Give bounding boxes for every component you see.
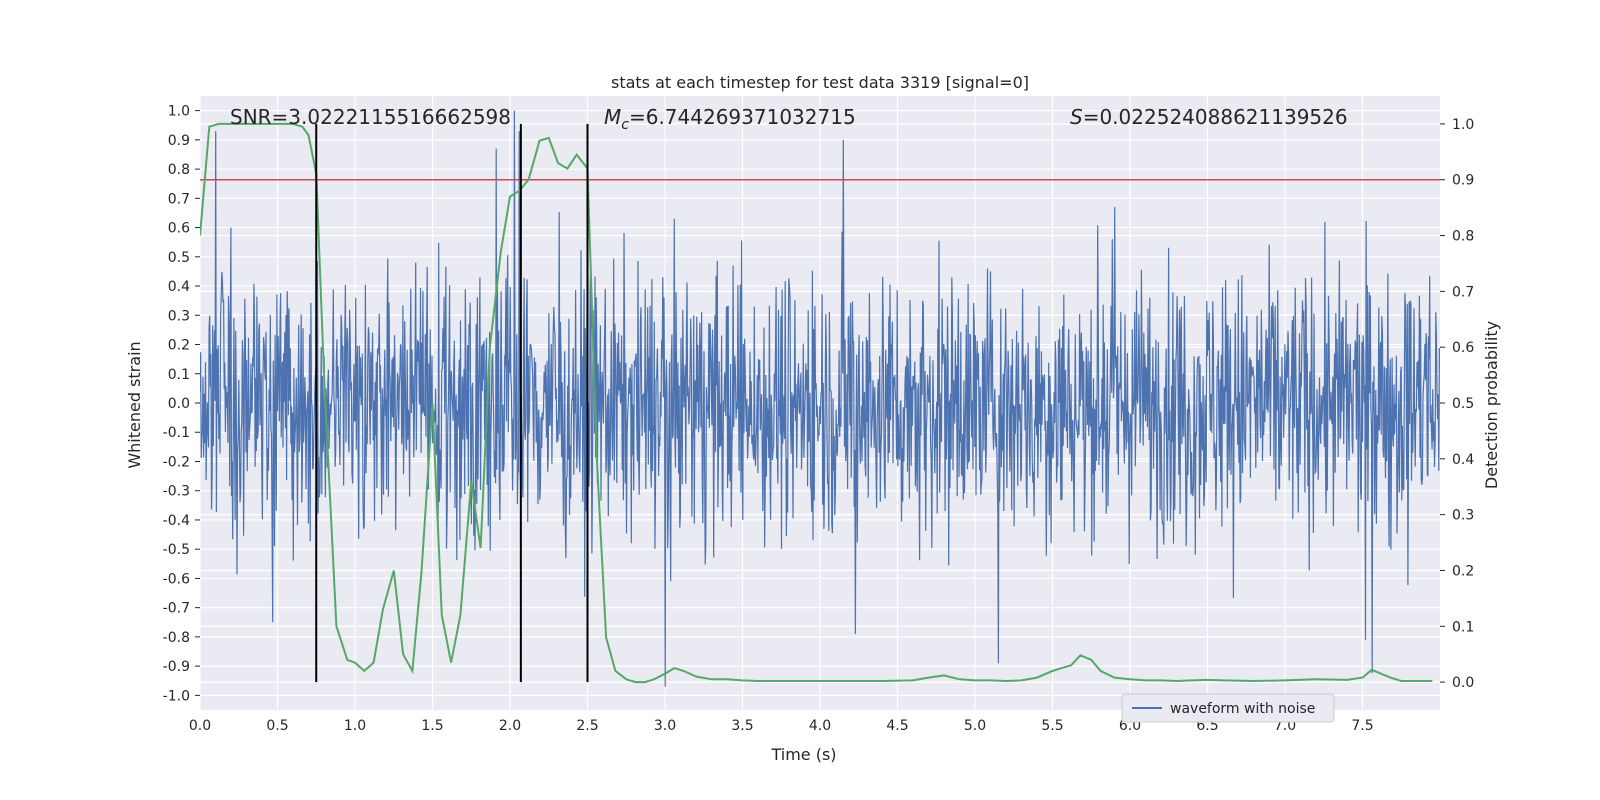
y-tick-label: 0.6 [168, 221, 190, 237]
marker-lines [315, 123, 589, 683]
y2-tick-label: 1.0 [1452, 117, 1474, 133]
y-tick-label: -0.2 [163, 454, 190, 470]
y2-tick-label: 0.9 [1452, 173, 1474, 189]
x-tick-label: 5.5 [1041, 718, 1063, 734]
legend: waveform with noise [1121, 693, 1335, 723]
y-axis-label: Whitened strain [125, 341, 144, 468]
y2-tick-label: 0.8 [1452, 229, 1474, 245]
y-tick-label: -0.3 [163, 484, 190, 500]
y2-tick-label: 0.5 [1452, 396, 1474, 412]
y-tick-label: -0.6 [163, 571, 190, 587]
snr-annotation: SNR=3.0222115516662598 [230, 105, 511, 129]
y-tick-label: 0.7 [168, 191, 190, 207]
y-tick-label: 1.0 [168, 104, 190, 120]
chirp-mass-symbol: M [604, 105, 621, 129]
x-tick-label: 2.5 [576, 718, 598, 734]
x-tick-label: 2.0 [499, 718, 521, 734]
y-tick-label: 0.0 [168, 396, 190, 412]
y-tick-label: 0.4 [168, 279, 190, 295]
y2-ticks: 1.0 0.9 0.8 0.7 0.6 0.5 0.4 0.3 0.2 0.1 0.0 [1440, 117, 1474, 691]
y-tick-label: -0.5 [163, 542, 190, 558]
x-tick-label: 0.0 [189, 718, 211, 734]
y-tick-label: 0.9 [168, 133, 190, 149]
y-tick-label: 0.5 [168, 250, 190, 266]
x-tick-label: 4.0 [809, 718, 831, 734]
x-tick-label: 4.5 [886, 718, 908, 734]
waveform-series [200, 110, 1440, 687]
y-ticks: 1.0 0.9 0.8 0.7 0.6 0.5 0.4 0.3 0.2 0.1 0.0 -0.1 -0.… [163, 104, 200, 704]
y2-axis-label: Detection probability [1482, 321, 1501, 489]
y2-tick-label: 0.2 [1452, 563, 1474, 579]
y2-tick-label: 0.4 [1452, 452, 1474, 468]
y-tick-label: -0.8 [163, 630, 190, 646]
x-tick-label: 7.5 [1351, 718, 1373, 734]
y-tick-label: 0.3 [168, 308, 190, 324]
y-tick-label: -1.0 [163, 688, 190, 704]
chirp-mass-value: =6.744269371032715 [629, 105, 856, 129]
x-axis-label: Time (s) [770, 745, 836, 764]
x-tick-label: 3.5 [731, 718, 753, 734]
y2-tick-label: 0.3 [1452, 508, 1474, 524]
y-tick-label: -0.9 [163, 659, 190, 675]
legend-label: waveform with noise [1170, 701, 1315, 717]
y2-tick-label: 0.7 [1452, 284, 1474, 300]
chart-title: stats at each timestep for test data 331… [611, 73, 1029, 92]
x-tick-label: 5.0 [964, 718, 986, 734]
y2-tick-label: 0.1 [1452, 619, 1474, 635]
y2-tick-label: 0.6 [1452, 340, 1474, 356]
y-tick-label: 0.2 [168, 338, 190, 354]
x-tick-label: 0.5 [266, 718, 288, 734]
probability-series [200, 122, 1433, 684]
y-tick-label: -0.1 [163, 425, 190, 441]
s-symbol: S [1070, 105, 1083, 129]
legend-box [1121, 693, 1335, 723]
y-tick-label: 0.1 [168, 367, 190, 383]
s-annotation: S=0.022524088621139526 [1070, 105, 1348, 129]
chirp-mass-annotation: Mc=6.744269371032715 [604, 105, 856, 133]
s-value: =0.022524088621139526 [1083, 105, 1348, 129]
chirp-mass-subscript: c [621, 117, 629, 133]
x-tick-label: 1.0 [344, 718, 366, 734]
x-tick-label: 1.5 [421, 718, 443, 734]
y-tick-label: -0.7 [163, 601, 190, 617]
y-tick-label: -0.4 [163, 513, 190, 529]
x-tick-label: 3.0 [654, 718, 676, 734]
y2-tick-label: 0.0 [1452, 675, 1474, 691]
y-tick-label: 0.8 [168, 162, 190, 178]
